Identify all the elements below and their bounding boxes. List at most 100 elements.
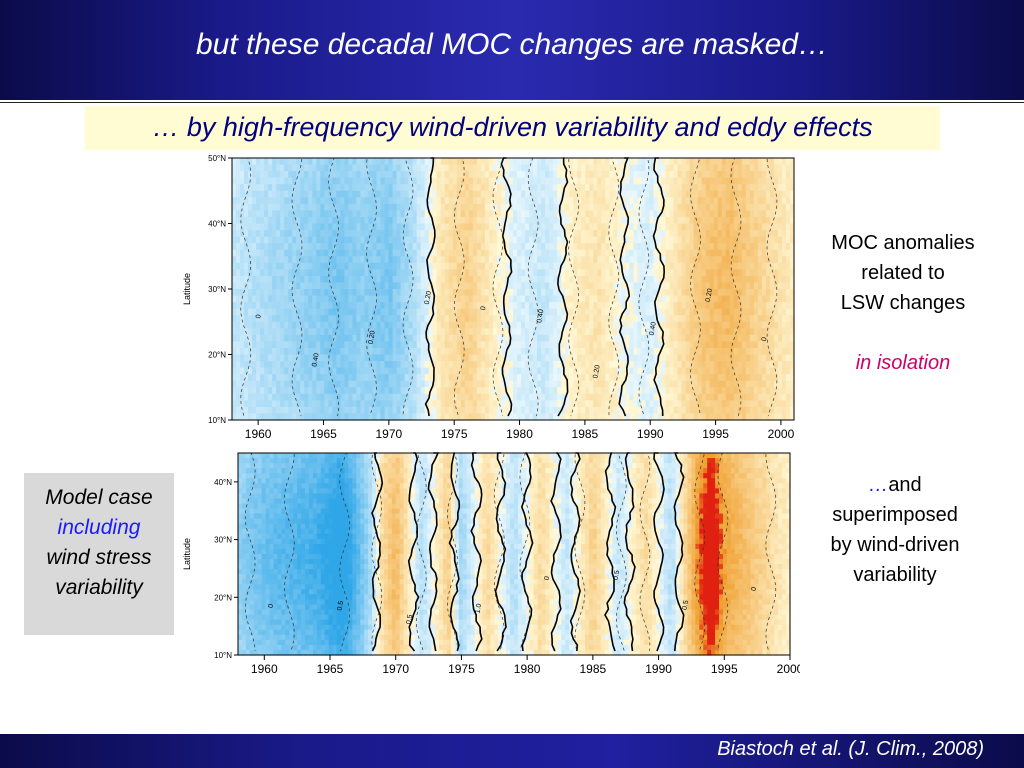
heatmap-cell	[657, 302, 663, 310]
heatmap-cell	[669, 243, 675, 251]
heatmap-cell	[517, 374, 522, 382]
heatmap-cell	[565, 393, 570, 401]
heatmap-cell	[340, 354, 345, 362]
heatmap-cell	[561, 171, 566, 179]
heatmap-cell	[701, 289, 707, 297]
heatmap-cell	[677, 341, 683, 349]
heatmap-cell	[573, 367, 578, 375]
heatmap-cell	[585, 177, 590, 185]
heatmap-cell	[356, 236, 362, 244]
heatmap-cell	[416, 354, 422, 362]
heatmap-cell	[645, 308, 651, 316]
heatmap-cell	[452, 334, 458, 342]
heatmap-cell	[360, 354, 366, 362]
heatmap-cell	[537, 256, 542, 264]
heatmap-cell	[500, 321, 506, 329]
heatmap-cell	[296, 406, 301, 415]
heatmap-cell	[709, 308, 715, 316]
heatmap-cell	[472, 393, 478, 401]
heatmap-cell	[500, 249, 506, 257]
heatmap-cell	[384, 341, 390, 349]
heatmap-cell	[388, 177, 394, 185]
heatmap-cell	[593, 308, 598, 316]
heatmap-cell	[400, 236, 406, 244]
heatmap-cell	[697, 413, 703, 421]
heatmap-cell	[360, 374, 366, 382]
heatmap-cell	[549, 393, 554, 401]
heatmap-cell	[641, 210, 647, 218]
heatmap-cell	[504, 367, 510, 375]
heatmap-cell	[396, 243, 402, 251]
heatmap-cell	[408, 158, 414, 166]
heatmap-cell	[565, 328, 570, 336]
heatmap-cell	[697, 171, 703, 179]
heatmap-cell	[645, 361, 651, 369]
heatmap-cell	[472, 236, 478, 244]
heatmap-cell	[256, 380, 261, 388]
heatmap-cell	[248, 158, 253, 166]
heatmap-cell	[296, 262, 301, 270]
heatmap-cell	[521, 216, 526, 225]
heatmap-cell	[605, 256, 610, 264]
heatmap-cell	[601, 216, 606, 225]
heatmap-cell	[300, 374, 305, 382]
heatmap-cell	[292, 184, 297, 192]
heatmap-cell	[529, 243, 534, 251]
heatmap-cell	[436, 249, 442, 257]
heatmap-cell	[384, 256, 390, 264]
heatmap-cell	[649, 230, 655, 238]
heatmap-cell	[360, 302, 366, 310]
heatmap-cell	[412, 413, 418, 421]
heatmap-cell	[384, 315, 390, 323]
heatmap-cell	[593, 380, 598, 388]
heatmap-cell	[340, 347, 345, 356]
heatmap-cell	[685, 197, 691, 205]
heatmap-cell	[476, 321, 482, 329]
heatmap-cell	[392, 413, 398, 421]
heatmap-cell	[597, 184, 602, 192]
heatmap-cell	[617, 282, 622, 290]
heatmap-cell	[340, 210, 345, 218]
heatmap-cell	[705, 216, 711, 225]
heatmap-cell	[709, 321, 715, 329]
heatmap-cell	[669, 308, 675, 316]
heatmap-cell	[480, 171, 486, 179]
heatmap-cell	[452, 302, 458, 310]
heatmap-cell	[448, 393, 454, 401]
heatmap-cell	[537, 197, 542, 205]
heatmap-cell	[529, 315, 534, 323]
heatmap-cell	[244, 400, 249, 408]
heatmap-cell	[681, 171, 687, 179]
heatmap-cell	[292, 387, 297, 395]
heatmap-cell	[304, 361, 309, 369]
heatmap-cell	[629, 190, 635, 198]
heatmap-cell	[232, 164, 237, 172]
heatmap-cell	[412, 230, 418, 238]
heatmap-cell	[404, 249, 410, 257]
heatmap-cell	[264, 190, 269, 198]
heatmap-cell	[276, 321, 281, 329]
heatmap-cell	[420, 223, 426, 231]
heatmap-cell	[464, 321, 470, 329]
heatmap-cell	[380, 387, 386, 395]
heatmap-cell	[705, 282, 711, 290]
heatmap-cell	[681, 289, 687, 297]
heatmap-cell	[328, 249, 333, 257]
heatmap-cell	[448, 184, 454, 192]
heatmap-cell	[444, 393, 450, 401]
heatmap-cell	[476, 302, 482, 310]
heatmap-cell	[288, 302, 293, 310]
heatmap-cell	[240, 216, 245, 225]
heatmap-cell	[665, 328, 671, 336]
heatmap-cell	[500, 203, 506, 211]
heatmap-cell	[713, 347, 719, 356]
heatmap-cell	[356, 275, 362, 284]
heatmap-cell	[308, 177, 313, 185]
heatmap-cell	[500, 197, 506, 205]
heatmap-cell	[609, 256, 614, 264]
heatmap-cell	[396, 158, 402, 166]
heatmap-cell	[340, 282, 345, 290]
heatmap-cell	[248, 210, 253, 218]
heatmap-cell	[432, 269, 438, 277]
heatmap-cell	[537, 177, 542, 185]
